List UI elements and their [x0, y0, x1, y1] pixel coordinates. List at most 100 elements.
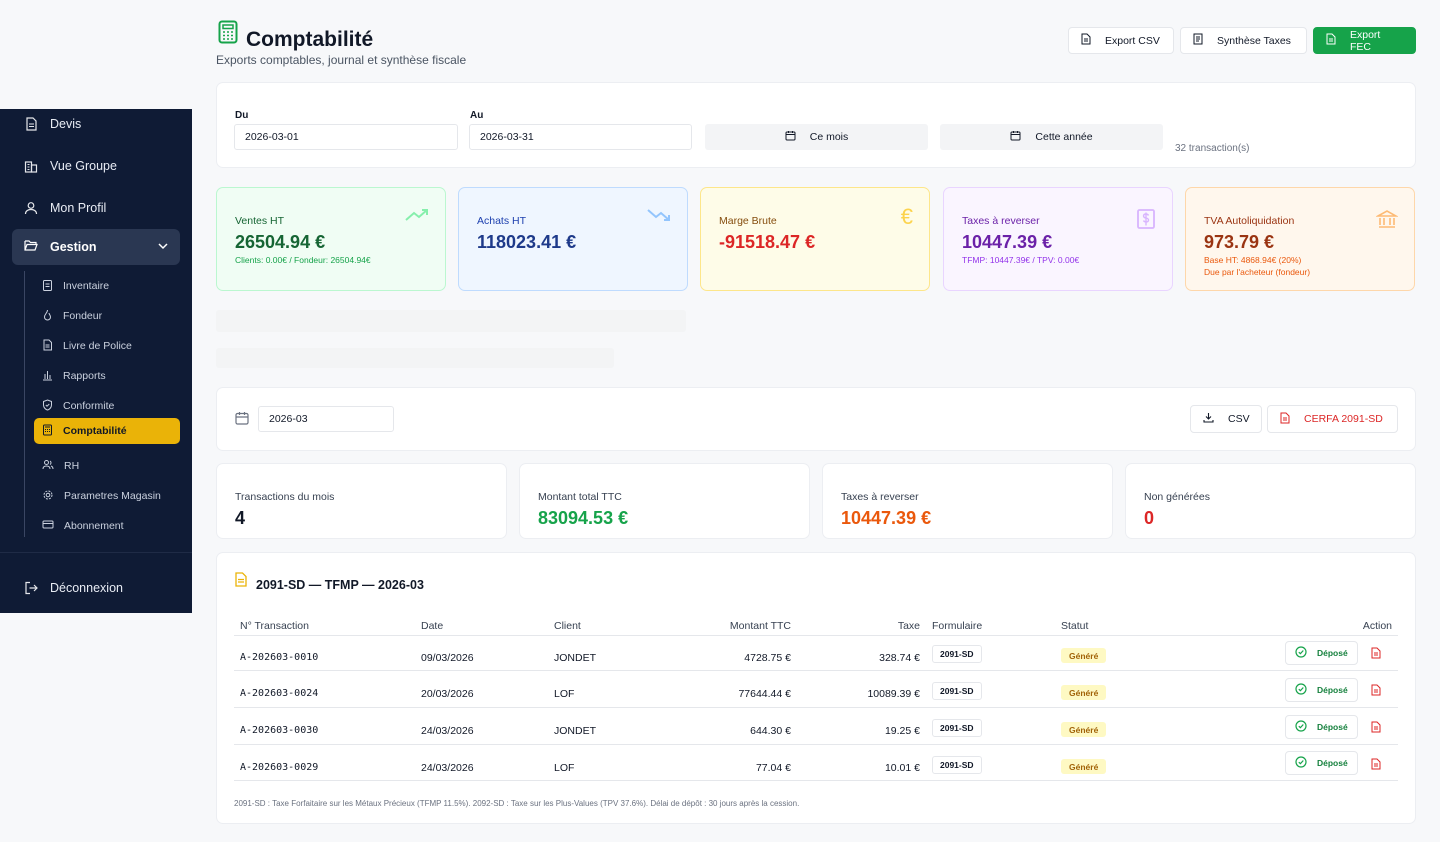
euro-icon: € [900, 204, 913, 229]
form-badge: 2091-SD [932, 682, 982, 700]
kpi-achats-ht: Achats HT 118023.41 € [458, 187, 688, 291]
check-circle-icon [1295, 646, 1307, 660]
stat-taxes: Taxes à reverser 10447.39 € [822, 463, 1113, 539]
col-header-date: Date [421, 620, 444, 632]
kpi-title: TVA Autoliquidation [1204, 215, 1295, 227]
transaction-montant: 644.30 € [750, 725, 791, 737]
depose-label: Déposé [1317, 758, 1348, 768]
stat-montant-total: Montant total TTC 83094.53 € [519, 463, 810, 539]
date-from-input[interactable]: 2026-03-01 [234, 124, 458, 150]
depose-label: Déposé [1317, 722, 1348, 732]
sidebar-item-abonnement[interactable]: Abonnement [34, 513, 180, 539]
status-badge: Généré [1061, 722, 1107, 737]
row-divider [234, 780, 1398, 781]
depose-button[interactable]: Déposé [1285, 641, 1358, 665]
download-pdf-icon[interactable] [1371, 646, 1381, 664]
row-divider [234, 744, 1398, 745]
stat-value: 83094.53 € [538, 508, 629, 528]
csv-label: CSV [1228, 413, 1250, 425]
depose-button[interactable]: Déposé [1285, 715, 1358, 739]
export-fec-label: Export FEC [1350, 28, 1381, 53]
form-badge: 2091-SD [932, 719, 982, 737]
status-badge: Généré [1061, 685, 1107, 700]
logout-label: Déconnexion [50, 581, 123, 595]
sidebar-item-label: Inventaire [63, 280, 110, 292]
kpi-value: 973.79 € [1204, 232, 1275, 252]
transaction-client: LOF [554, 762, 575, 774]
month-input[interactable]: 2026-03 [258, 406, 394, 432]
depose-label: Déposé [1317, 648, 1348, 658]
sidebar-item-vue-groupe[interactable]: Vue Groupe [24, 159, 117, 173]
kpi-value: 118023.41 € [477, 232, 577, 252]
sidebar-item-label: Devis [50, 117, 82, 131]
file-text-icon [24, 117, 38, 131]
ce-mois-button[interactable]: Ce mois [705, 124, 928, 150]
transaction-date: 24/03/2026 [421, 762, 474, 774]
kpi-ventes-ht: Ventes HT 26504.94 € Clients: 0.00€ / Fo… [216, 187, 446, 291]
transaction-montant: 77.04 € [755, 762, 791, 774]
col-header-action: Action [1362, 620, 1392, 632]
sidebar-item-label: Vue Groupe [50, 159, 117, 173]
depose-button[interactable]: Déposé [1285, 751, 1358, 775]
transaction-id: A-202603-0029 [240, 762, 319, 773]
dollar-receipt-icon [1136, 208, 1156, 235]
sidebar-item-livre-de-police[interactable]: Livre de Police [34, 333, 180, 359]
calculator-icon [42, 424, 53, 439]
sidebar-item-gestion[interactable]: Gestion [12, 229, 180, 265]
sidebar-item-label: Rapports [63, 370, 106, 382]
table-footnote: 2091-SD : Taxe Forfaitaire sur les Métau… [234, 799, 800, 808]
sidebar-item-rh[interactable]: RH [34, 453, 180, 479]
sidebar-item-label: RH [64, 460, 80, 472]
transaction-id: A-202603-0010 [240, 652, 319, 663]
book-icon [42, 339, 53, 354]
sidebar-item-inventaire[interactable]: Inventaire [34, 273, 180, 299]
document-icon [235, 572, 247, 592]
depose-button[interactable]: Déposé [1285, 678, 1358, 702]
submenu-guide-line [24, 271, 25, 537]
credit-card-icon [42, 519, 54, 533]
synthese-taxes-button[interactable]: Synthèse Taxes [1180, 27, 1307, 54]
kpi-tva-autoliquidation: TVA Autoliquidation 973.79 € Base HT: 48… [1185, 187, 1415, 291]
csv-button[interactable]: CSV [1190, 405, 1262, 433]
sidebar-item-devis[interactable]: Devis [24, 117, 81, 131]
sidebar-item-comptabilite[interactable]: Comptabilité [34, 418, 180, 444]
sidebar-item-fondeur[interactable]: Fondeur [34, 303, 180, 329]
sidebar-item-rapports[interactable]: Rapports [34, 363, 180, 389]
date-to-input[interactable]: 2026-03-31 [469, 124, 692, 150]
sidebar-item-label: Gestion [50, 240, 97, 254]
transaction-client: JONDET [554, 725, 596, 737]
bar-chart-icon [42, 369, 53, 384]
transaction-date: 09/03/2026 [421, 652, 474, 664]
download-pdf-icon[interactable] [1371, 757, 1381, 775]
cette-annee-button[interactable]: Cette année [940, 124, 1163, 150]
stat-title: Taxes à reverser [841, 491, 919, 503]
stat-value: 0 [1144, 508, 1155, 528]
tfmp-table-card [216, 552, 1416, 824]
col-header-client: Client [554, 620, 581, 632]
document-icon [1193, 33, 1203, 48]
col-header-montant: Montant TTC [729, 620, 791, 632]
user-icon [24, 201, 38, 215]
download-pdf-icon[interactable] [1371, 683, 1381, 701]
sidebar-item-conformite[interactable]: Conformite [34, 393, 180, 419]
sidebar-item-mon-profil[interactable]: Mon Profil [24, 201, 106, 215]
loading-skeleton [216, 348, 614, 368]
export-csv-button[interactable]: Export CSV [1068, 27, 1174, 54]
download-pdf-icon[interactable] [1371, 720, 1381, 738]
folder-open-icon [24, 239, 38, 255]
transaction-id: A-202603-0024 [240, 688, 319, 699]
page-title: Comptabilité [246, 28, 374, 51]
logout-button[interactable]: Déconnexion [24, 581, 123, 595]
transaction-montant: 4728.75 € [744, 652, 791, 664]
calculator-icon [218, 20, 238, 49]
clipboard-icon [42, 279, 53, 294]
cerfa-button[interactable]: CERFA 2091-SD [1267, 405, 1398, 433]
file-icon [1081, 33, 1091, 48]
kpi-value: -91518.47 € [719, 232, 816, 252]
sidebar-item-parametres[interactable]: Parametres Magasin [34, 483, 180, 509]
stat-title: Transactions du mois [235, 491, 335, 503]
kpi-marge-brute: Marge Brute -91518.47 € € [700, 187, 930, 291]
export-fec-button[interactable]: Export FEC [1313, 27, 1416, 54]
col-header-statut: Statut [1061, 620, 1089, 632]
calendar-icon [235, 411, 249, 430]
